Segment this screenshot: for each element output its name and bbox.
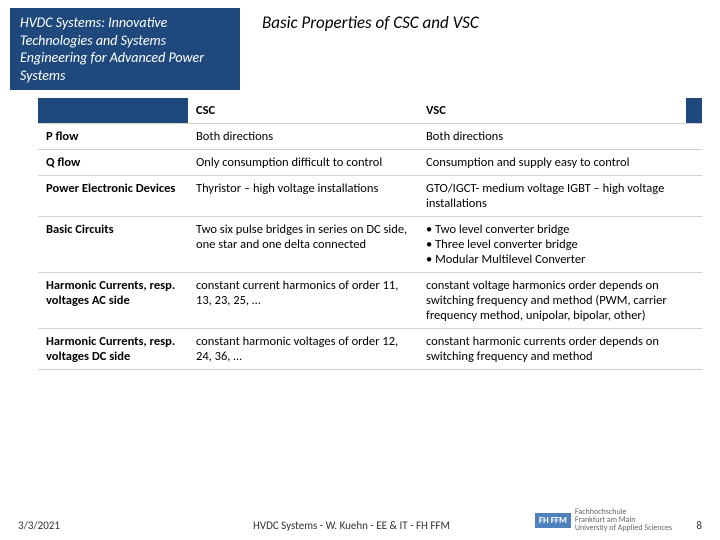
cell-sliver [686, 150, 702, 176]
list-item: Modular Multilevel Converter [426, 252, 678, 267]
list-item: Two level converter bridge [426, 222, 678, 237]
cell-sliver [686, 217, 702, 273]
cell-vsc: Consumption and supply easy to control [418, 150, 686, 176]
table-row: Harmonic Currents, resp. voltages DC sid… [38, 329, 702, 370]
table-header-row: CSC VSC [38, 98, 702, 124]
cell-csc: constant harmonic voltages of order 12, … [188, 329, 418, 370]
cell-vsc: Two level converter bridgeThree level co… [418, 217, 686, 273]
row-label: Q flow [38, 150, 188, 176]
row-label: Harmonic Currents, resp. voltages AC sid… [38, 273, 188, 329]
list-item: Three level converter bridge [426, 237, 678, 252]
course-title-box: HVDC Systems: Innovative Technologies an… [10, 8, 240, 90]
comparison-table: CSC VSC P flowBoth directionsBoth direct… [38, 98, 702, 370]
row-label: Harmonic Currents, resp. voltages DC sid… [38, 329, 188, 370]
table-row: Basic CircuitsTwo six pulse bridges in s… [38, 217, 702, 273]
cell-vsc: constant harmonic currents order depends… [418, 329, 686, 370]
table-row: Power Electronic DevicesThyristor – high… [38, 176, 702, 217]
cell-sliver [686, 124, 702, 150]
cell-vsc: constant voltage harmonics order depends… [418, 273, 686, 329]
cell-sliver [686, 273, 702, 329]
comparison-table-wrap: CSC VSC P flowBoth directionsBoth direct… [0, 96, 720, 370]
cell-csc: Both directions [188, 124, 418, 150]
footer-page-number: 8 [672, 519, 702, 532]
row-label: Power Electronic Devices [38, 176, 188, 217]
cell-sliver [686, 329, 702, 370]
cell-sliver [686, 176, 702, 217]
slide-header: HVDC Systems: Innovative Technologies an… [0, 0, 720, 96]
header-vsc: VSC [418, 98, 686, 124]
cell-csc: Thyristor – high voltage installations [188, 176, 418, 217]
cell-vsc: GTO/IGCT- medium voltage IGBT – high vol… [418, 176, 686, 217]
cell-csc: constant current harmonics of order 11, … [188, 273, 418, 329]
cell-csc: Only consumption difficult to control [188, 150, 418, 176]
header-sliver [686, 98, 702, 124]
header-blank [38, 98, 188, 124]
table-row: Harmonic Currents, resp. voltages AC sid… [38, 273, 702, 329]
cell-csc: Two six pulse bridges in series on DC si… [188, 217, 418, 273]
logo-badge: FH FFM [535, 513, 571, 528]
footer-center: HVDC Systems - W. Kuehn - EE & IT - FH F… [168, 519, 535, 532]
course-title: HVDC Systems: Innovative Technologies an… [20, 14, 204, 84]
table-row: P flowBoth directionsBoth directions [38, 124, 702, 150]
slide-footer: 3/3/2021 HVDC Systems - W. Kuehn - EE & … [0, 508, 720, 532]
footer-date: 3/3/2021 [18, 519, 168, 532]
slide-title: Basic Properties of CSC and VSC [240, 8, 710, 33]
footer-logo: FH FFM Fachhochschule Frankfurt am Main … [535, 508, 672, 532]
logo-text: Fachhochschule Frankfurt am Main Univers… [575, 508, 672, 532]
table-row: Q flowOnly consumption difficult to cont… [38, 150, 702, 176]
row-label: P flow [38, 124, 188, 150]
header-csc: CSC [188, 98, 418, 124]
cell-vsc: Both directions [418, 124, 686, 150]
row-label: Basic Circuits [38, 217, 188, 273]
